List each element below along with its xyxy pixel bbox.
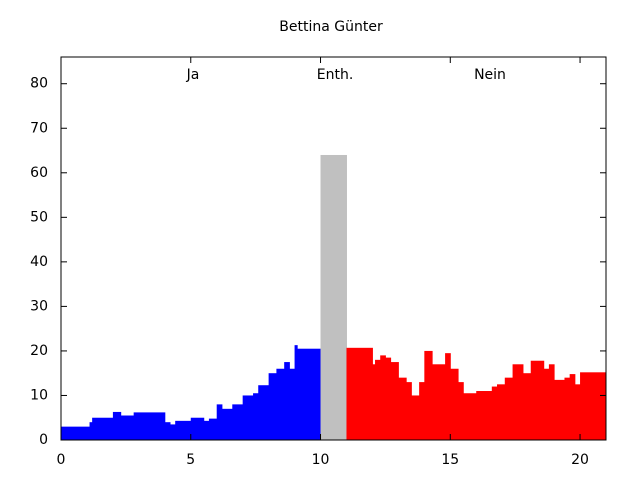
step-bar (190, 417, 205, 440)
step-bar (208, 418, 218, 440)
step-bar (242, 395, 254, 440)
y-tick-label: 80 (30, 76, 48, 92)
step-bar (543, 368, 550, 440)
step-bar (221, 408, 233, 440)
step-bar (164, 422, 171, 440)
step-bar (268, 373, 277, 440)
step-bar (133, 412, 166, 440)
step-bar (232, 404, 244, 440)
step-bar (61, 426, 91, 440)
step-bar (216, 404, 223, 440)
annotation: Ja (186, 67, 200, 83)
step-bar (320, 154, 347, 440)
step-bar (445, 353, 451, 440)
y-tick-label: 0 (39, 432, 48, 448)
step-bar (411, 395, 420, 440)
y-tick-label: 10 (30, 387, 48, 403)
annotation: Nein (474, 67, 506, 83)
y-tick-label: 20 (30, 343, 48, 359)
step-bar (419, 382, 425, 440)
step-bar (375, 359, 381, 440)
step-bar (398, 377, 407, 440)
step-bar (203, 420, 210, 440)
step-bar (170, 424, 176, 440)
step-bar (548, 364, 555, 440)
step-bar (294, 345, 298, 440)
step-bar (120, 415, 135, 440)
step-bar (390, 362, 399, 440)
step-bar (346, 347, 373, 440)
step-bar (372, 364, 376, 440)
x-tick-label: 10 (312, 452, 330, 468)
chart-title: Bettina Günter (279, 19, 383, 35)
step-bar (463, 393, 477, 440)
step-bar (385, 357, 392, 440)
step-bar (175, 420, 192, 440)
step-bar (89, 422, 93, 440)
step-bar (497, 384, 506, 440)
step-bar (476, 391, 493, 440)
y-tick-label: 30 (30, 298, 48, 314)
step-bar (491, 386, 498, 440)
step-bar (253, 393, 259, 440)
y-tick-label: 40 (30, 254, 48, 270)
step-bar (276, 368, 285, 440)
x-tick-label: 0 (57, 452, 66, 468)
step-bar (504, 377, 514, 440)
step-bar (112, 411, 122, 440)
step-bar (380, 355, 386, 440)
step-bar (574, 384, 581, 440)
y-tick-label: 60 (30, 165, 48, 181)
step-bar (522, 373, 532, 440)
y-tick-label: 50 (30, 209, 48, 225)
step-bar (569, 374, 576, 440)
step-bar (580, 372, 607, 440)
step-bar (92, 417, 114, 440)
step-bar (458, 382, 464, 440)
y-tick-label: 70 (30, 120, 48, 136)
step-bar (406, 382, 412, 440)
x-tick-label: 5 (186, 452, 195, 468)
x-tick-label: 15 (441, 452, 459, 468)
x-tick-label: 20 (571, 452, 589, 468)
step-bar (297, 348, 322, 440)
step-bar (564, 377, 571, 440)
annotation: Enth. (317, 67, 354, 83)
step-bar (432, 364, 446, 440)
plot-border (60, 56, 607, 441)
step-bar (512, 364, 524, 440)
step-bar (450, 368, 459, 440)
step-bar (289, 368, 296, 440)
step-bar (554, 379, 565, 440)
step-bar (530, 360, 545, 440)
step-bar (258, 385, 270, 440)
step-bar (424, 350, 433, 440)
step-bar (284, 362, 290, 440)
